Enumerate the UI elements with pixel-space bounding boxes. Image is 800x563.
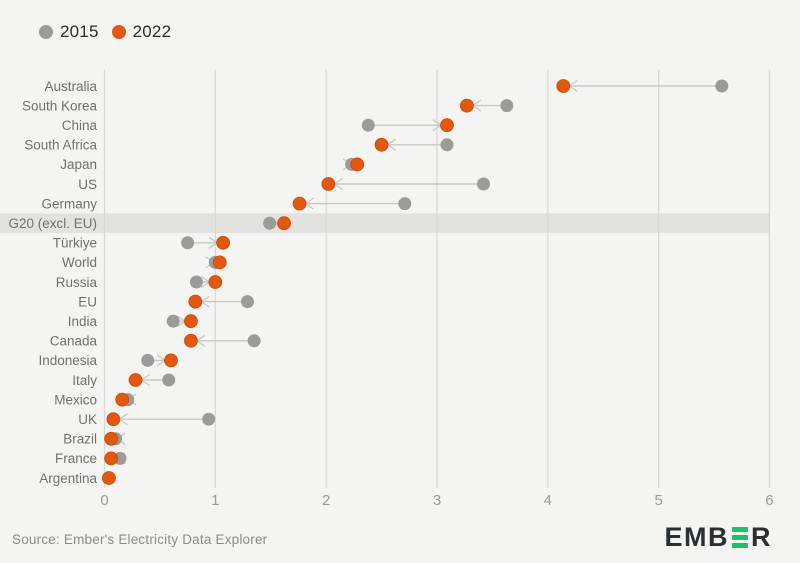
dot-2022: [321, 177, 336, 191]
dot-2022: [184, 314, 198, 329]
dot-2015: [361, 118, 375, 132]
category-label: Canada: [50, 334, 98, 349]
source-text: Source: Ember's Electricity Data Explore…: [12, 532, 268, 547]
dot-2022: [188, 294, 203, 309]
dot-2015: [189, 275, 203, 289]
x-tick-label: 4: [544, 492, 552, 509]
dot-2022: [212, 255, 227, 270]
category-label: Germany: [41, 196, 97, 211]
x-tick-label: 0: [100, 492, 108, 509]
x-tick-label: 3: [433, 492, 441, 509]
dot-2015: [166, 314, 180, 328]
category-label: Argentina: [39, 471, 97, 486]
dot-2022: [350, 157, 365, 172]
highlight-band: [0, 213, 770, 233]
legend-label-2022: 2022: [132, 22, 172, 41]
dot-2015: [398, 197, 412, 211]
chart-legend: 2015 2022: [39, 22, 171, 42]
dot-2015: [240, 295, 254, 309]
x-tick-label: 2: [322, 492, 330, 509]
dot-2015: [247, 334, 261, 348]
dot-2022: [115, 392, 130, 407]
legend-item-2022: 2022: [111, 22, 172, 42]
category-label: UK: [78, 412, 97, 427]
dot-2015: [162, 373, 176, 387]
category-label: Indonesia: [38, 353, 97, 368]
x-tick-label: 1: [211, 492, 219, 509]
dot-2022: [102, 471, 116, 485]
logo-text-emb: EMB: [664, 522, 729, 552]
dot-2022: [128, 373, 143, 387]
dot-2015: [500, 99, 514, 113]
legend-dot-2015-icon: [39, 25, 53, 39]
category-label: Japan: [60, 157, 97, 172]
dot-2015: [715, 79, 729, 93]
logo-bar-e-icon: [732, 527, 748, 548]
legend-dot-2022-icon: [111, 25, 126, 39]
dot-2015: [263, 216, 277, 230]
dot-2022: [216, 235, 230, 250]
category-label: South Korea: [22, 98, 98, 113]
category-label: World: [62, 255, 97, 270]
dot-2022: [556, 79, 571, 93]
dot-2022: [208, 275, 223, 289]
category-label: US: [78, 177, 97, 192]
category-label: India: [68, 314, 98, 329]
dot-2022: [292, 196, 307, 211]
dot-2022: [440, 118, 454, 133]
category-label: Italy: [72, 373, 97, 388]
ember-logo: EMB R: [665, 524, 773, 551]
category-label: South Africa: [24, 138, 97, 153]
category-label: Mexico: [54, 392, 97, 407]
x-tick-label: 6: [765, 492, 773, 509]
dot-2022: [277, 216, 291, 231]
dot-2022: [104, 451, 119, 466]
logo-text-r: R: [751, 522, 772, 552]
dot-2015: [477, 177, 491, 191]
category-label: EU: [78, 294, 97, 309]
dot-2015: [141, 353, 155, 367]
category-label: France: [55, 451, 97, 466]
category-label: Australia: [44, 79, 97, 94]
dot-2015: [181, 236, 195, 250]
dot-2022: [184, 333, 198, 348]
dot-2015: [440, 138, 454, 152]
dot-2022: [164, 353, 178, 368]
category-label: Russia: [56, 275, 98, 290]
dot-2022: [106, 412, 121, 427]
category-label: Brazil: [63, 432, 97, 447]
dot-2022: [460, 98, 474, 113]
dot-2015: [202, 412, 216, 426]
legend-item-2015: 2015: [39, 22, 99, 42]
dot-2022: [104, 431, 119, 446]
x-tick-label: 5: [654, 492, 662, 509]
dot-2022: [374, 137, 389, 152]
category-label: G20 (excl. EU): [8, 216, 97, 231]
category-label: Türkiye: [53, 236, 97, 251]
legend-label-2015: 2015: [60, 22, 99, 41]
category-label: China: [62, 118, 98, 133]
